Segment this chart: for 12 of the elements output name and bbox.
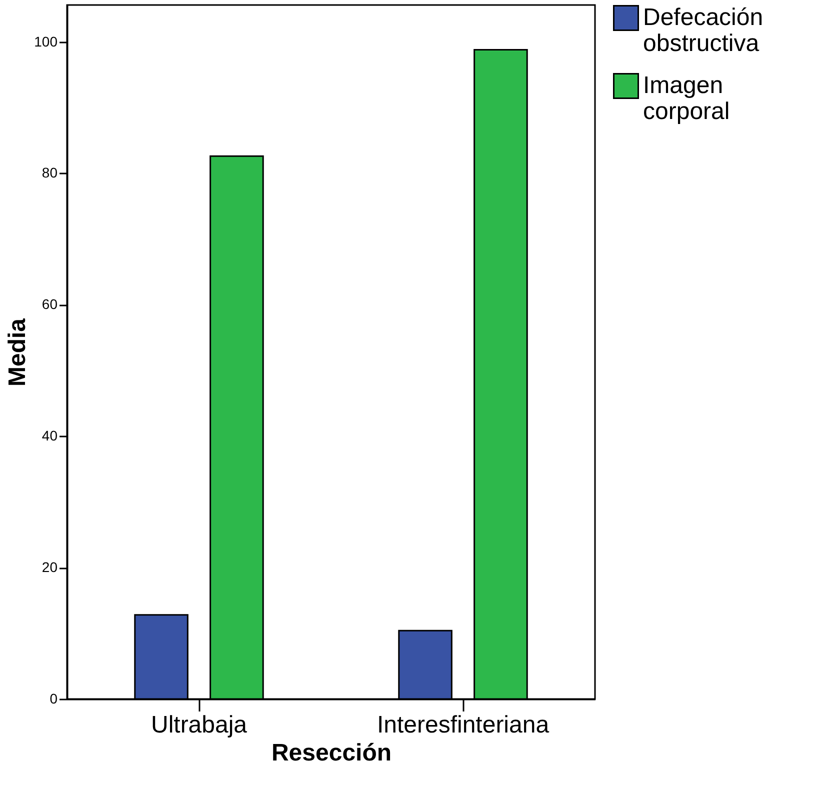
y-tick-label: 20 <box>42 559 58 576</box>
x-tick-label: Ultrabaja <box>150 712 248 738</box>
y-tick-label: 40 <box>42 428 58 444</box>
y-tick-label: 60 <box>42 296 58 312</box>
x-tick-label: Interesfinteriana <box>376 712 550 738</box>
legend-label: Defecación obstructiva <box>643 4 764 57</box>
y-tick-label: 0 <box>50 690 58 706</box>
y-tick-label: 100 <box>34 33 58 50</box>
y-tick-label: 80 <box>42 164 58 181</box>
x-axis-title: Resección <box>271 740 392 766</box>
legend-label: Imagen corporal <box>643 72 730 125</box>
y-axis-title: Media <box>4 318 32 387</box>
